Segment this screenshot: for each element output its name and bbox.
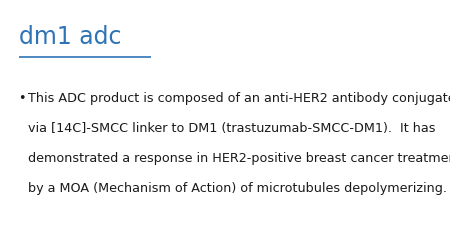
Text: via [14C]-SMCC linker to DM1 (trastuzumab-SMCC-DM1).  It has: via [14C]-SMCC linker to DM1 (trastuzuma… xyxy=(28,122,436,135)
Text: by a MOA (Mechanism of Action) of microtubules depolymerizing.: by a MOA (Mechanism of Action) of microt… xyxy=(28,181,447,194)
Text: •: • xyxy=(18,92,26,105)
Text: dm1 adc: dm1 adc xyxy=(19,25,122,49)
Text: This ADC product is composed of an anti-HER2 antibody conjugated: This ADC product is composed of an anti-… xyxy=(28,92,450,105)
Text: demonstrated a response in HER2-positive breast cancer treatment: demonstrated a response in HER2-positive… xyxy=(28,151,450,164)
